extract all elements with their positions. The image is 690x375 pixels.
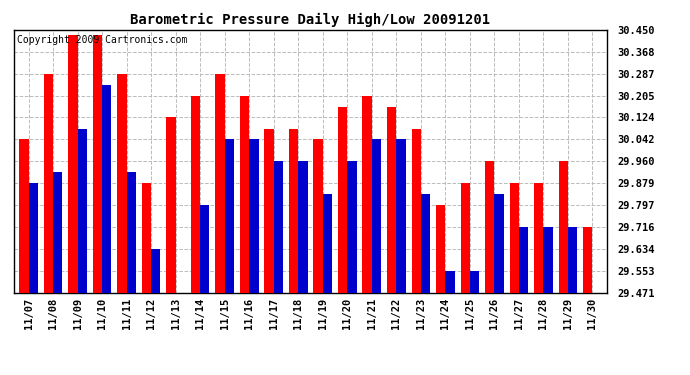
Bar	[43, 74, 53, 292]
Bar	[396, 140, 406, 292]
Bar	[421, 194, 430, 292]
Title: Barometric Pressure Daily High/Low 20091201: Barometric Pressure Daily High/Low 20091…	[130, 13, 491, 27]
Bar	[225, 140, 234, 292]
Bar	[485, 161, 495, 292]
Bar	[436, 205, 445, 292]
Bar	[249, 140, 259, 292]
Bar	[568, 227, 578, 292]
Bar	[53, 172, 62, 292]
Bar	[200, 205, 210, 292]
Bar	[372, 140, 381, 292]
Bar	[387, 106, 396, 292]
Bar	[215, 74, 225, 292]
Bar	[264, 129, 274, 292]
Bar	[126, 172, 136, 292]
Bar	[347, 161, 357, 292]
Bar	[274, 161, 283, 292]
Bar	[28, 183, 38, 292]
Bar	[19, 140, 28, 292]
Bar	[77, 129, 87, 292]
Bar	[445, 270, 455, 292]
Bar	[289, 129, 298, 292]
Bar	[583, 227, 593, 292]
Bar	[534, 183, 544, 292]
Bar	[240, 96, 249, 292]
Bar	[323, 194, 332, 292]
Bar	[510, 183, 519, 292]
Bar	[313, 140, 323, 292]
Bar	[544, 227, 553, 292]
Bar	[166, 117, 176, 292]
Bar	[142, 183, 151, 292]
Text: Copyright 2009 Cartronics.com: Copyright 2009 Cartronics.com	[17, 35, 187, 45]
Bar	[559, 161, 568, 292]
Bar	[191, 96, 200, 292]
Bar	[102, 85, 111, 292]
Bar	[298, 161, 308, 292]
Bar	[151, 249, 161, 292]
Bar	[362, 96, 372, 292]
Bar	[460, 183, 470, 292]
Bar	[117, 74, 126, 292]
Bar	[519, 227, 529, 292]
Bar	[338, 106, 347, 292]
Bar	[411, 129, 421, 292]
Bar	[68, 35, 77, 292]
Bar	[470, 270, 479, 292]
Bar	[92, 35, 102, 292]
Bar	[495, 194, 504, 292]
